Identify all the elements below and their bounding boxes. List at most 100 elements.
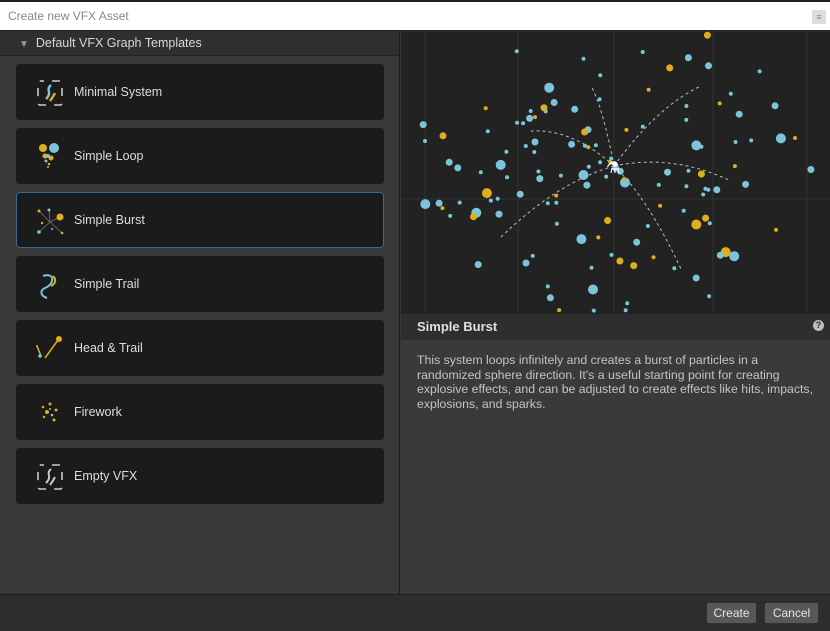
particle [478,170,483,175]
particle [616,257,624,265]
particle [514,49,519,54]
particle [521,121,526,126]
particle [530,253,535,258]
particle [771,102,779,110]
template-item[interactable]: Firework [16,384,384,440]
particle [705,62,712,70]
particle [516,190,524,198]
particle [545,201,550,206]
particle [536,175,544,183]
particle [707,294,712,299]
particle [582,143,587,148]
particle [598,73,603,78]
particle [457,200,462,205]
particle [633,238,641,246]
particle [703,31,711,39]
particle [554,193,559,198]
particle [448,213,453,218]
particle [440,206,445,211]
particle [586,145,591,150]
particle [586,164,591,169]
particle [728,91,733,96]
particle [757,69,762,74]
title-bar: Create new VFX Asset ≡ [0,0,830,31]
particle [576,234,587,245]
particle [616,167,624,175]
particle [645,224,650,228]
details-title: Simple Burst [401,314,830,340]
particle [583,181,591,189]
particle [515,120,520,125]
particle [504,149,509,154]
particle [742,180,750,188]
particle [420,199,431,210]
particle [531,138,539,146]
particle [423,139,427,143]
particle [445,158,453,166]
particle [546,294,554,302]
particle [684,54,692,62]
template-label: Simple Burst [74,213,145,227]
particle [608,159,613,164]
simple-loop-icon [39,143,59,168]
particle [707,221,712,226]
particle [581,56,586,61]
particle [684,184,689,189]
particle [532,150,537,154]
particle [717,101,722,106]
template-item[interactable]: Simple Trail [16,256,384,312]
cancel-button[interactable]: Cancel [764,602,819,624]
template-label: Simple Trail [74,277,140,291]
template-item[interactable]: Empty VFX [16,448,384,504]
particle [775,133,786,144]
particle [554,221,559,226]
particle [522,259,530,267]
template-label: Minimal System [74,85,163,99]
particle [749,138,754,143]
particle [666,64,674,72]
template-item[interactable]: Head & Trail [16,320,384,376]
particle [597,97,602,102]
window-menu-icon[interactable]: ≡ [812,10,826,24]
particle [581,128,589,136]
collapse-arrow-icon[interactable]: ▼ [19,39,29,50]
section-header[interactable]: ▼ Default VFX Graph Templates [0,31,399,56]
particle [732,164,737,169]
create-button[interactable]: Create [706,602,757,624]
particle [528,109,533,113]
particle [550,99,558,106]
help-icon[interactable]: ? [813,320,824,331]
particle [697,170,705,178]
template-label: Empty VFX [74,469,138,483]
particle [495,159,506,170]
particle [488,198,493,203]
particle [474,261,482,269]
particle [656,182,661,187]
particle [485,129,490,134]
firework-icon [41,402,58,422]
particle [701,192,706,197]
particle [545,284,550,289]
particle [621,177,626,182]
particle [664,168,671,176]
particle [544,82,555,93]
particle [481,188,492,199]
particle [598,160,603,165]
particle [470,213,477,221]
particle [681,208,686,213]
particle [571,105,579,113]
particle [540,104,548,112]
particle [495,196,500,201]
particle [733,140,738,144]
particle [591,308,596,313]
template-item[interactable]: Minimal System [16,64,384,120]
template-item[interactable]: Simple Loop [16,128,384,184]
particle [536,169,541,174]
particle [640,50,645,54]
template-label: Firework [74,405,122,419]
simple-burst-icon [37,208,64,235]
template-item[interactable]: Simple Burst [16,192,384,248]
particle [557,308,562,313]
particle [554,200,559,205]
particle [526,114,534,122]
